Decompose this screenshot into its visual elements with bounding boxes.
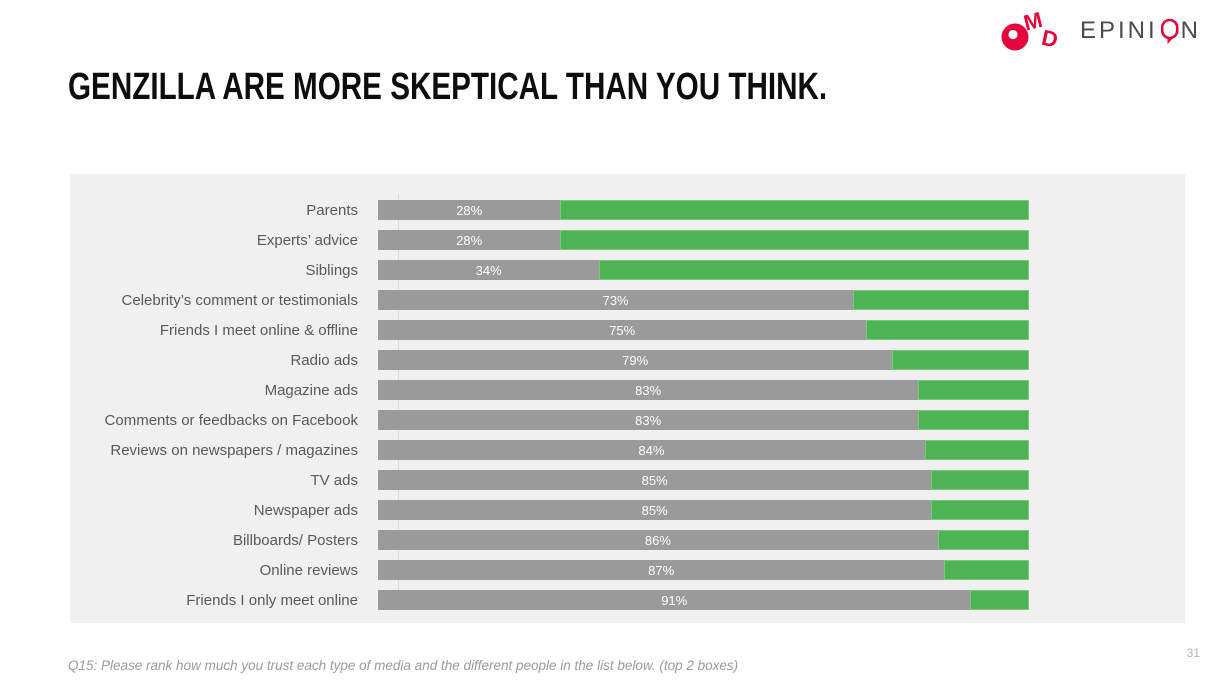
category-label: Friends I only meet online — [186, 591, 358, 609]
category-label: Celebrity’s comment or testimonials — [121, 291, 358, 309]
bar-track: 28% — [378, 200, 1029, 220]
category-label: Friends I meet online & offline — [159, 321, 358, 339]
bar-segment-green — [599, 260, 1029, 280]
header-logos: M D EPINI N — [1000, 8, 1201, 54]
bar-value-label: 75% — [609, 322, 636, 338]
bar-track: 75% — [378, 320, 1029, 340]
footnote: Q15: Please rank how much you trust each… — [68, 658, 739, 673]
bar-segment-green — [853, 290, 1029, 310]
bar-segment-gray: 83% — [378, 380, 919, 400]
chart-row: Magazine ads 83% — [70, 380, 1185, 400]
bar-track: 91% — [378, 590, 1029, 610]
bar-value-label: 83% — [635, 382, 662, 398]
category-label: Comments or feedbacks on Facebook — [104, 411, 358, 429]
epinion-bubble-icon — [1160, 18, 1179, 44]
bar-value-label: 87% — [648, 562, 675, 578]
chart-rows: Parents 28% Experts’ advice 28% Siblings 34% C… — [70, 200, 1185, 620]
chart-row: Radio ads 79% — [70, 350, 1185, 370]
bar-segment-green — [937, 530, 1029, 550]
bar-segment-green — [944, 560, 1029, 580]
epinion-text-after: N — [1180, 17, 1201, 44]
bar-value-label: 34% — [475, 262, 502, 278]
bar-track: 84% — [378, 440, 1029, 460]
bar-segment-green — [970, 590, 1029, 610]
bar-segment-green — [560, 230, 1029, 250]
bar-value-label: 85% — [641, 472, 668, 488]
bar-track: 85% — [378, 500, 1029, 520]
bar-value-label: 28% — [456, 232, 483, 248]
bar-track: 83% — [378, 380, 1029, 400]
category-label: Parents — [306, 201, 358, 219]
bar-segment-gray: 75% — [378, 320, 867, 340]
bar-value-label: 85% — [641, 502, 668, 518]
epinion-logo: EPINI N — [1080, 16, 1201, 46]
page-number: 31 — [1186, 646, 1200, 660]
bar-segment-green — [560, 200, 1029, 220]
bar-segment-gray: 91% — [378, 590, 971, 610]
bar-segment-green — [892, 350, 1029, 370]
category-label: Reviews on newspapers / magazines — [110, 441, 358, 459]
svg-text:M: M — [1021, 8, 1045, 36]
category-label: Siblings — [305, 261, 358, 279]
chart-row: Parents 28% — [70, 200, 1185, 220]
category-label: TV ads — [310, 471, 358, 489]
bar-track: 34% — [378, 260, 1029, 280]
category-label: Radio ads — [290, 351, 358, 369]
chart-row: Friends I meet online & offline 75% — [70, 320, 1185, 340]
chart-row: Billboards/ Posters 86% — [70, 530, 1185, 550]
bar-segment-green — [924, 440, 1029, 460]
chart-row: Newspaper ads 85% — [70, 500, 1185, 520]
axis-line — [398, 194, 399, 611]
chart-row: Experts’ advice 28% — [70, 230, 1185, 250]
omd-logo-icon: M D — [1001, 8, 1060, 53]
bar-track: 83% — [378, 410, 1029, 430]
bar-track: 73% — [378, 290, 1029, 310]
chart-row: Celebrity’s comment or testimonials 73% — [70, 290, 1185, 310]
bar-segment-green — [931, 500, 1029, 520]
chart-row: Online reviews 87% — [70, 560, 1185, 580]
bar-value-label: 28% — [456, 202, 483, 218]
bar-segment-green — [918, 410, 1029, 430]
bar-segment-gray: 34% — [378, 260, 600, 280]
category-label: Magazine ads — [264, 381, 358, 399]
bar-segment-gray: 28% — [378, 200, 561, 220]
chart-row: Siblings 34% — [70, 260, 1185, 280]
chart-row: TV ads 85% — [70, 470, 1185, 490]
chart-panel: Parents 28% Experts’ advice 28% Siblings 34% C… — [70, 174, 1185, 623]
category-label: Newspaper ads — [253, 501, 358, 519]
bar-segment-gray: 86% — [378, 530, 938, 550]
bar-track: 28% — [378, 230, 1029, 250]
chart-row: Comments or feedbacks on Facebook 83% — [70, 410, 1185, 430]
bar-segment-gray: 87% — [378, 560, 945, 580]
bar-segment-green — [931, 470, 1029, 490]
category-label: Billboards/ Posters — [232, 531, 358, 549]
bar-segment-gray: 79% — [378, 350, 893, 370]
bar-value-label: 84% — [638, 442, 665, 458]
bar-segment-gray: 84% — [378, 440, 925, 460]
bar-segment-green — [918, 380, 1029, 400]
bar-segment-gray: 85% — [378, 470, 932, 490]
category-label: Online reviews — [259, 561, 358, 579]
bar-value-label: 91% — [661, 592, 688, 608]
bar-track: 79% — [378, 350, 1029, 370]
bar-value-label: 83% — [635, 412, 662, 428]
bar-segment-green — [866, 320, 1029, 340]
bar-segment-gray: 83% — [378, 410, 919, 430]
bar-segment-gray: 73% — [378, 290, 854, 310]
bar-segment-gray: 28% — [378, 230, 561, 250]
category-label: Experts’ advice — [256, 231, 358, 249]
bar-track: 87% — [378, 560, 1029, 580]
bar-segment-gray: 85% — [378, 500, 932, 520]
chart-row: Reviews on newspapers / magazines 84% — [70, 440, 1185, 460]
bar-track: 86% — [378, 530, 1029, 550]
chart-row: Friends I only meet online 91% — [70, 590, 1185, 610]
svg-text:D: D — [1039, 25, 1060, 53]
bar-value-label: 73% — [602, 292, 629, 308]
bar-value-label: 79% — [622, 352, 649, 368]
slide-title: GENZILLA ARE MORE SKEPTICAL THAN YOU THI… — [68, 66, 828, 108]
bar-track: 85% — [378, 470, 1029, 490]
epinion-text-before: EPINI — [1079, 17, 1158, 44]
bar-value-label: 86% — [644, 532, 671, 548]
